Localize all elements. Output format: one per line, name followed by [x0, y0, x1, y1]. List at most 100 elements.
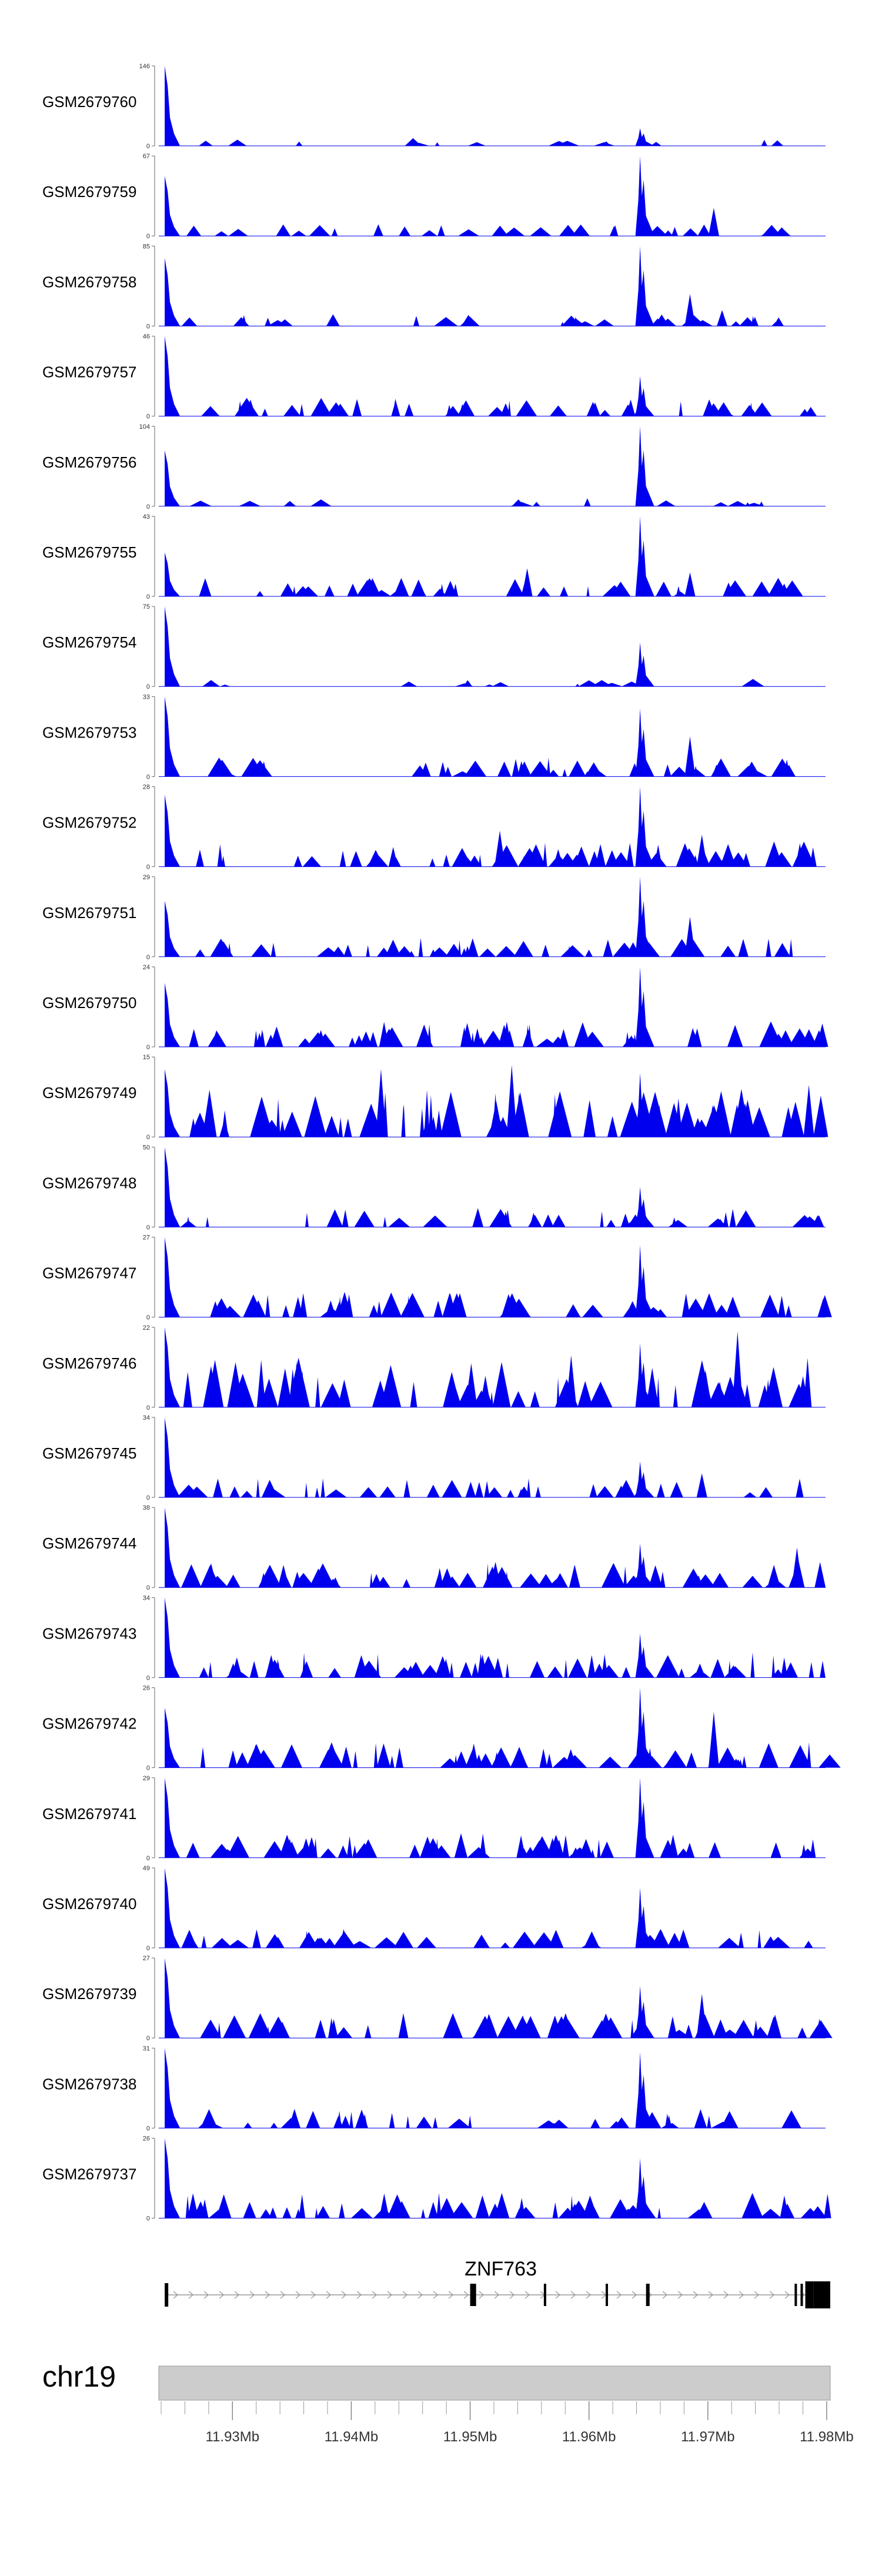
track-GSM2679758: GSM2679758 85 0 [42, 243, 826, 330]
lead-peak [165, 696, 181, 777]
track-GSM2679748: GSM2679748 50 0 [42, 1144, 826, 1231]
lead-peak [165, 176, 181, 236]
coverage-area [195, 938, 793, 957]
main-peak [635, 642, 654, 687]
lead-peak [165, 336, 181, 416]
coverage-area [199, 1652, 826, 1678]
strand-arrow [708, 2291, 714, 2299]
strand-arrow [417, 2291, 423, 2299]
track-label: GSM2679741 [42, 1805, 136, 1823]
strand-arrow [326, 2291, 332, 2299]
strand-arrow [356, 2291, 362, 2299]
lead-peak [165, 2138, 181, 2218]
axis-tick-label: 11.93Mb [206, 2429, 260, 2445]
strand-arrow [265, 2291, 270, 2299]
strand-arrow [754, 2291, 760, 2299]
chromosome-axis: chr19 11.93Mb 11.94Mb 11.95Mb 11.96Mb 11.97M… [42, 2360, 854, 2445]
y-max-label: 27 [143, 1234, 150, 1242]
secondary-peak [708, 208, 719, 236]
main-peak [635, 156, 654, 236]
secondary-peak [696, 1994, 707, 2038]
strand-arrow [448, 2291, 454, 2299]
y-min-label: 0 [146, 1765, 150, 1772]
strand-arrow [632, 2291, 637, 2299]
strand-arrow [739, 2291, 744, 2299]
track-label: GSM2679757 [42, 363, 136, 381]
main-peak [635, 1187, 654, 1227]
track-label: GSM2679738 [42, 2075, 136, 2093]
strand-arrow [555, 2291, 561, 2299]
secondary-peak [717, 310, 728, 326]
coverage-tracks: GSM2679760 146 0 GSM2679759 67 0 GSM2679758 85 0… [42, 63, 841, 2223]
track-label: GSM2679742 [42, 1715, 136, 1733]
y-min-label: 0 [146, 1404, 150, 1412]
y-min-label: 0 [146, 864, 150, 871]
strand-arrow [173, 2291, 179, 2299]
coverage-area [210, 1292, 832, 1317]
lead-peak [165, 1417, 181, 1497]
y-max-label: 33 [143, 693, 150, 700]
strand-arrow [662, 2291, 668, 2299]
main-peak [635, 426, 654, 506]
track-label: GSM2679747 [42, 1264, 136, 1282]
track-label: GSM2679753 [42, 723, 136, 741]
y-min-label: 0 [146, 2215, 150, 2223]
secondary-peak [566, 1355, 577, 1407]
main-peak [635, 1687, 654, 1768]
y-max-label: 29 [143, 874, 150, 881]
lead-peak [165, 1237, 181, 1317]
track-GSM2679745: GSM2679745 34 0 [42, 1414, 826, 1501]
track-label: GSM2679739 [42, 1985, 136, 2003]
secondary-peak [708, 1711, 719, 1768]
axis-tick-label: 11.96Mb [562, 2429, 616, 2445]
y-min-label: 0 [146, 1224, 150, 1231]
main-peak [635, 1888, 654, 1948]
track-GSM2679755: GSM2679755 43 0 [42, 513, 826, 600]
y-min-label: 0 [146, 1044, 150, 1051]
track-label: GSM2679748 [42, 1174, 136, 1192]
coverage-area [189, 498, 765, 506]
axis-tick-label: 11.97Mb [681, 2429, 735, 2445]
axis-tick-label: 11.95Mb [443, 2429, 497, 2445]
y-max-label: 38 [143, 1504, 150, 1511]
strand-arrow [341, 2291, 347, 2299]
main-peak [635, 876, 654, 957]
strand-arrow [280, 2291, 286, 2299]
lead-peak [165, 1958, 181, 2038]
track-GSM2679737: GSM2679737 26 0 [42, 2135, 831, 2223]
main-peak [635, 128, 654, 146]
coverage-area [199, 578, 803, 596]
main-peak [635, 1633, 654, 1678]
strand-arrow [524, 2291, 530, 2299]
main-peak [635, 2158, 654, 2218]
secondary-peak [684, 736, 696, 777]
y-min-label: 0 [146, 1855, 150, 1862]
lead-peak [165, 1777, 181, 1858]
gene-exon [800, 2284, 803, 2306]
secondary-peak [684, 572, 696, 596]
axis-tick-label: 11.94Mb [325, 2429, 379, 2445]
main-peak [635, 1986, 654, 2038]
strand-arrow [570, 2291, 576, 2299]
track-GSM2679754: GSM2679754 75 0 [42, 603, 826, 690]
y-min-label: 0 [146, 233, 150, 240]
main-peak [635, 967, 654, 1047]
lead-peak [165, 795, 181, 867]
track-GSM2679756: GSM2679756 104 0 [42, 423, 826, 510]
y-max-label: 67 [143, 153, 150, 160]
track-label: GSM2679760 [42, 93, 136, 111]
lead-peak [165, 552, 181, 596]
gene-exon [646, 2284, 650, 2306]
secondary-peak [522, 568, 533, 596]
chromosome-label: chr19 [42, 2360, 116, 2393]
strand-arrow [433, 2291, 439, 2299]
track-GSM2679753: GSM2679753 33 0 [42, 693, 826, 780]
lead-peak [165, 1069, 181, 1137]
track-label: GSM2679737 [42, 2165, 136, 2183]
main-peak [635, 708, 654, 777]
track-GSM2679760: GSM2679760 146 0 [42, 63, 826, 150]
strand-arrow [463, 2291, 469, 2299]
track-label: GSM2679750 [42, 994, 136, 1012]
gene-exon [794, 2284, 797, 2306]
coverage-area [189, 1021, 828, 1047]
